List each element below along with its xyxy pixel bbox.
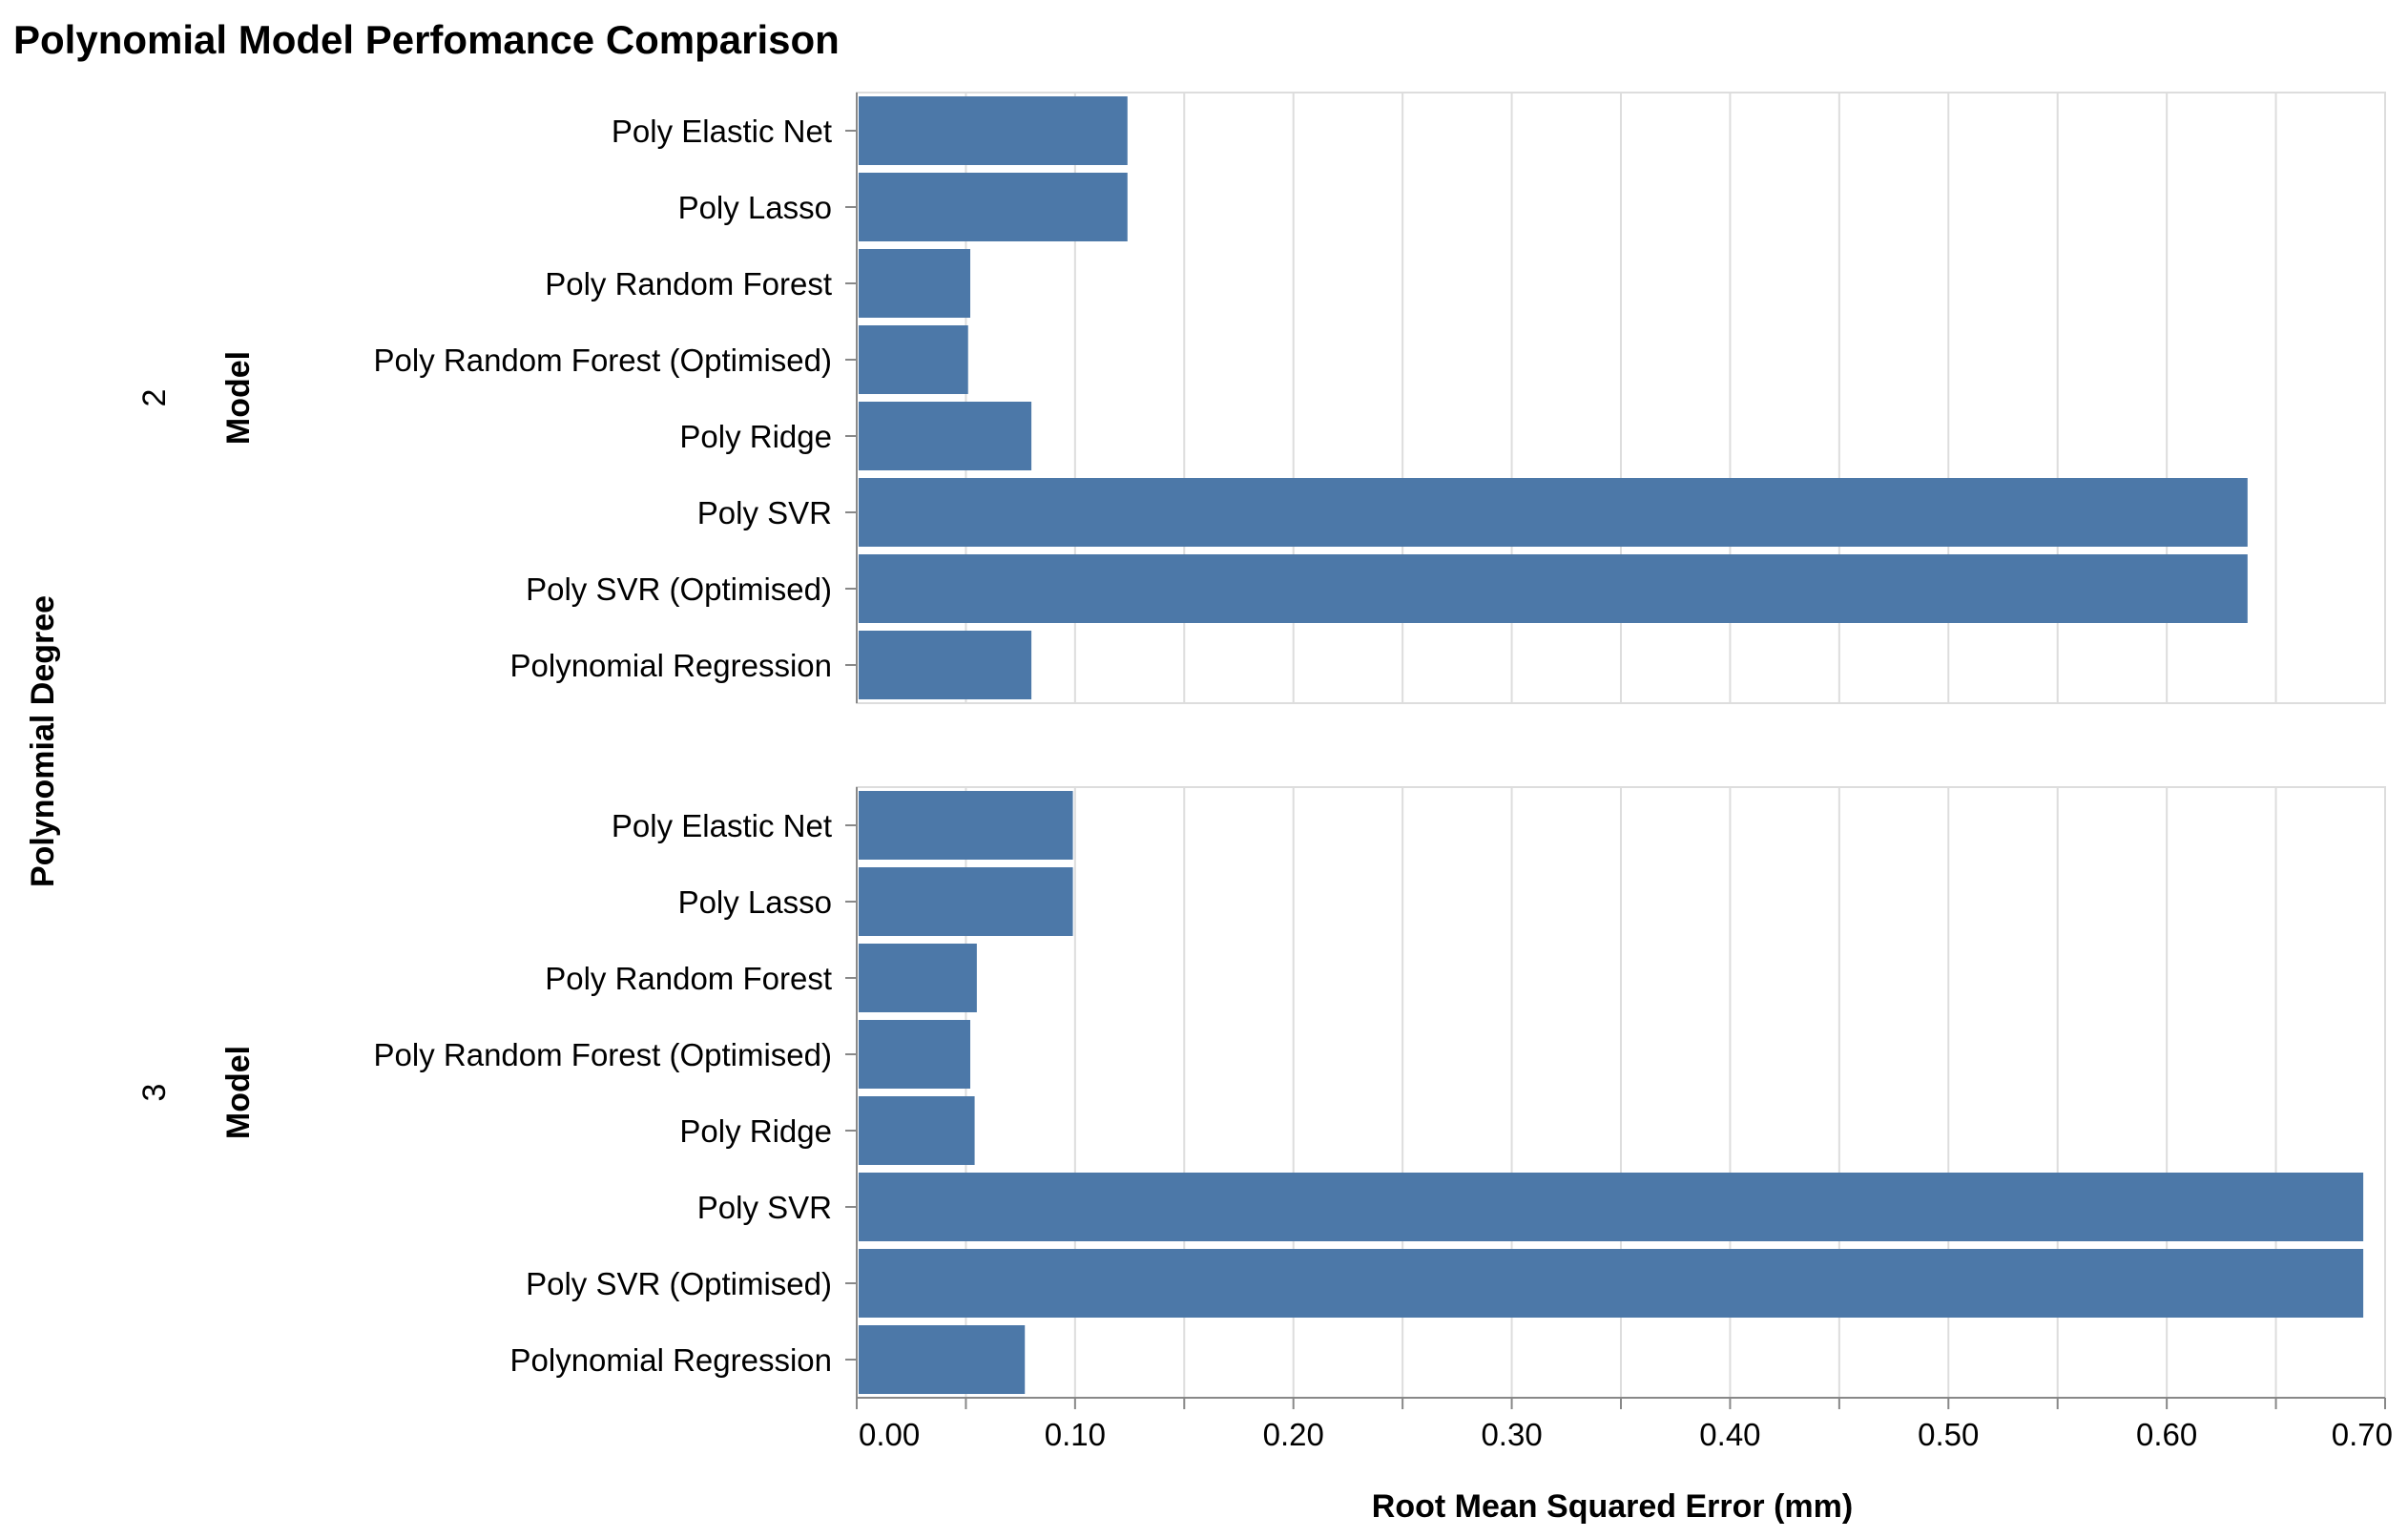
y-tick-label: Poly Random Forest [545, 266, 832, 301]
bar [859, 1096, 975, 1165]
chart-title: Polynomial Model Perfomance Comparison [13, 17, 840, 62]
bar [859, 1325, 1026, 1394]
y-tick-label: Poly Ridge [679, 419, 832, 454]
bar [859, 944, 977, 1012]
x-tick-label: 0.20 [1263, 1417, 1324, 1452]
x-tick-label: 0.10 [1045, 1417, 1106, 1452]
facet-panel-3: Poly Elastic Net Poly Lasso Poly Random Fo… [136, 786, 2386, 1399]
y-tick-label: Poly Random Forest (Optimised) [374, 1037, 832, 1072]
y-tick-label: Poly Lasso [678, 190, 832, 225]
y-tick-label: Poly SVR [697, 495, 832, 530]
facet-label: 3 [136, 1084, 173, 1102]
y-tick-label: Poly Elastic Net [612, 114, 832, 149]
bar [859, 402, 1032, 470]
x-tick-label: 0.70 [2332, 1417, 2393, 1452]
bar [859, 631, 1032, 699]
y-tick-label: Poly Random Forest (Optimised) [374, 343, 832, 378]
y-tick-label: Poly Lasso [678, 884, 832, 920]
facet-label: 2 [136, 389, 173, 407]
bar [859, 1020, 971, 1089]
x-tick-label: 0.60 [2136, 1417, 2197, 1452]
bar [859, 1249, 2364, 1318]
bar [859, 173, 1128, 241]
x-tick-label: 0.30 [1481, 1417, 1542, 1452]
y-tick-label: Poly Random Forest [545, 961, 832, 996]
bar [859, 1173, 2364, 1241]
x-axis: 0.00 0.10 0.20 0.30 0.40 0.50 0.60 0.70 [856, 1397, 2393, 1452]
x-tick-label: 0.50 [1918, 1417, 1979, 1452]
bar [859, 249, 971, 318]
bar [859, 791, 1073, 860]
bar [859, 96, 1128, 165]
y-axis-title: Model [220, 1046, 257, 1139]
x-axis-title: Root Mean Squared Error (mm) [1372, 1488, 1853, 1525]
y-tick-label: Polynomial Regression [510, 648, 833, 683]
y-tick-label: Polynomial Regression [510, 1342, 833, 1378]
y-axis-title: Model [220, 351, 257, 445]
facet-panel-2: Poly Elastic Net Poly Lasso Poly Random Fo… [136, 92, 2386, 704]
y-tick-label: Poly SVR [697, 1190, 832, 1225]
y-tick-label: Poly SVR (Optimised) [526, 1266, 832, 1301]
y-tick-label: Poly SVR (Optimised) [526, 572, 832, 607]
bar [859, 867, 1073, 936]
y-tick-label: Poly Elastic Net [612, 808, 832, 843]
bar [859, 554, 2248, 623]
row-facet-axis-title: Polynomial Degree [25, 595, 61, 887]
x-tick-label: 0.00 [859, 1417, 920, 1452]
bar [859, 325, 968, 394]
facets-layer: Poly Elastic Net Poly Lasso Poly Random Fo… [136, 92, 2393, 1452]
y-tick-label: Poly Ridge [679, 1113, 832, 1149]
bar [859, 478, 2248, 547]
x-tick-label: 0.40 [1699, 1417, 1760, 1452]
